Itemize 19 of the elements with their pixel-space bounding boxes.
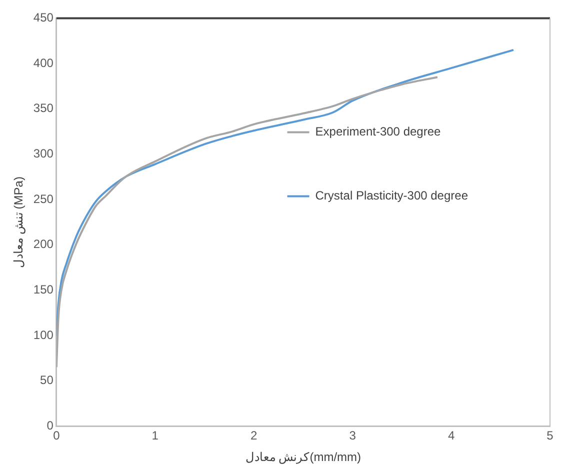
y-tick-label: 100: [33, 328, 54, 342]
y-tick-label: 300: [33, 146, 54, 161]
x-tick-label: 2: [250, 428, 258, 443]
x-tick-label: 5: [546, 428, 554, 443]
y-tick-label: 0: [46, 418, 54, 433]
y-tick-label: 250: [33, 192, 54, 206]
x-tick-label: 1: [152, 428, 159, 443]
y-axis-title: تنش معادل (MPa): [12, 176, 26, 268]
y-tick-label: 50: [40, 373, 54, 388]
x-tick-label: 3: [349, 428, 356, 443]
y-tick-label: 200: [33, 237, 54, 252]
legend-label: Crystal Plasticity-300 degree: [315, 188, 468, 203]
y-tick-label: 150: [33, 282, 54, 297]
x-axis-title: کرنش معادل(mm/mm): [245, 450, 362, 464]
legend-label: Experiment-300 degree: [315, 124, 442, 139]
y-tick-label: 350: [33, 101, 54, 116]
y-tick-label: 450: [33, 10, 54, 25]
y-tick-label: 400: [33, 56, 54, 70]
x-tick-label: 4: [448, 428, 455, 443]
